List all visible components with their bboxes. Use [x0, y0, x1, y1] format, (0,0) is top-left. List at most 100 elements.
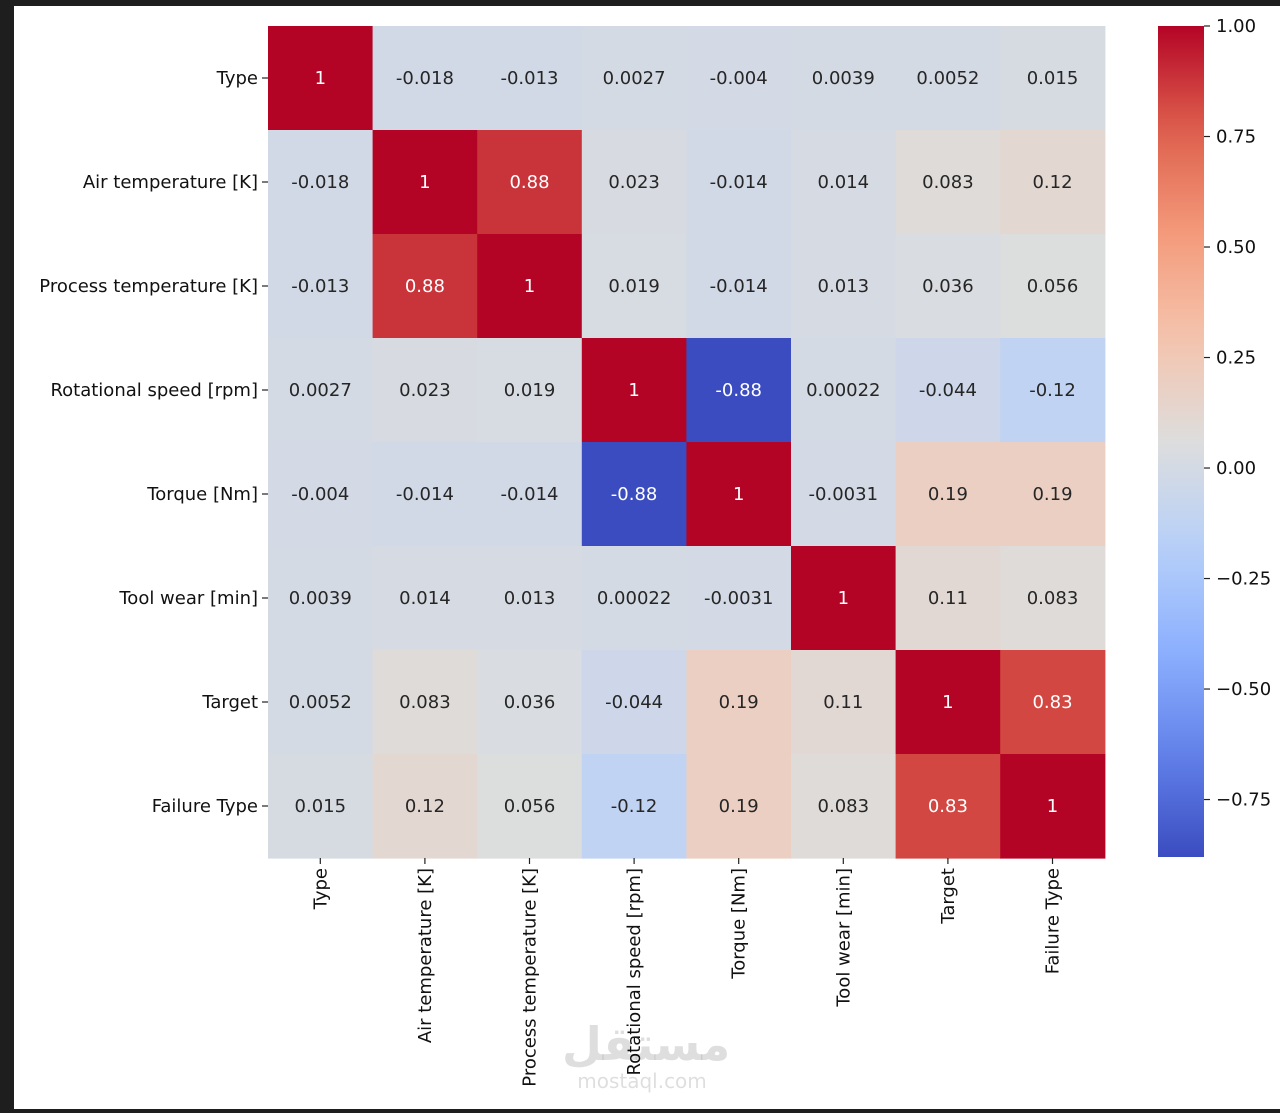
heatmap-cell — [791, 130, 897, 235]
cell-value-label: 0.0027 — [289, 380, 352, 401]
cell-value-label: 0.19 — [1032, 484, 1072, 505]
watermark-logo: مستقل mostaql.com — [562, 1017, 731, 1093]
heatmap-cell — [686, 754, 792, 859]
heatmap-cell — [268, 130, 374, 235]
cell-value-label: -0.018 — [396, 68, 454, 89]
y-tick-label: Process temperature [K] — [39, 276, 258, 297]
cell-value-label: -0.004 — [291, 484, 349, 505]
cell-value-label: 0.88 — [509, 172, 549, 193]
heatmap-cell — [268, 338, 374, 443]
cell-value-label: 1 — [838, 588, 849, 609]
x-tick-label: Torque [Nm] — [729, 868, 750, 980]
colorbar-tick-label: 0.75 — [1216, 127, 1256, 148]
heatmap-cell — [372, 26, 478, 131]
cell-value-label: 0.83 — [928, 796, 968, 817]
heatmap-cell — [477, 130, 583, 235]
heatmap-cell — [791, 650, 897, 755]
cell-value-label: 0.083 — [1027, 588, 1079, 609]
heatmap-cell — [1000, 442, 1106, 547]
heatmap-cell — [581, 26, 687, 131]
heatmap-cells — [268, 26, 1106, 859]
cell-value-label: -0.013 — [500, 68, 558, 89]
x-tick-label: Process temperature [K] — [520, 868, 541, 1087]
cell-value-label: 0.013 — [504, 588, 556, 609]
heatmap-cell — [268, 546, 374, 651]
colorbar: 1.00 0.75 0.50 0.25 0.00 −0.25 −0.50 −0.75 — [1158, 16, 1271, 857]
heatmap-cell — [477, 546, 583, 651]
cell-value-label: 0.12 — [405, 796, 445, 817]
y-tick-label: Rotational speed [rpm] — [50, 380, 258, 401]
heatmap-cell — [895, 26, 1001, 131]
y-tick-label: Air temperature [K] — [83, 172, 258, 193]
heatmap-cell — [791, 26, 897, 131]
heatmap-cell — [372, 442, 478, 547]
cell-value-label: 1 — [524, 276, 535, 297]
heatmap-cell — [895, 754, 1001, 859]
cell-value-label: 0.015 — [295, 796, 347, 817]
cell-value-label: 0.0052 — [289, 692, 352, 713]
y-axis: Type Air temperature [K] Process temperatu… — [39, 68, 268, 817]
cell-value-label: 0.083 — [818, 796, 870, 817]
heatmap-cell — [581, 650, 687, 755]
cell-value-label: 0.12 — [1032, 172, 1072, 193]
heatmap-cell — [581, 130, 687, 235]
cell-value-label: -0.88 — [715, 380, 762, 401]
heatmap-cell — [372, 130, 478, 235]
heatmap-cell — [686, 130, 792, 235]
cell-value-label: 0.11 — [823, 692, 863, 713]
heatmap-cell — [1000, 130, 1106, 235]
heatmap-cell — [477, 338, 583, 443]
colorbar-tick-label: 1.00 — [1216, 16, 1256, 37]
y-tick-label: Failure Type — [152, 796, 258, 817]
cell-value-label: 0.00022 — [806, 380, 880, 401]
x-tick-label: Type — [310, 868, 331, 910]
heatmap-cell — [686, 234, 792, 339]
cell-value-label: 0.0039 — [812, 68, 875, 89]
cell-value-label: -0.014 — [500, 484, 558, 505]
cell-value-label: 0.83 — [1032, 692, 1072, 713]
cell-value-label: -0.014 — [710, 276, 768, 297]
heatmap-cell — [895, 234, 1001, 339]
heatmap-cell — [1000, 754, 1106, 859]
heatmap-cell — [791, 442, 897, 547]
heatmap-cell — [895, 442, 1001, 547]
cell-value-label: 1 — [1047, 796, 1058, 817]
heatmap-cell — [268, 234, 374, 339]
cell-value-label: 0.014 — [399, 588, 451, 609]
heatmap-annotations: 1 -0.018 -0.013 0.0027 -0.004 0.0039 0.0052 0.0… — [289, 68, 1078, 817]
cell-value-label: 1 — [419, 172, 430, 193]
cell-value-label: 1 — [733, 484, 744, 505]
heatmap-cell — [372, 754, 478, 859]
heatmap-cell — [581, 338, 687, 443]
cell-value-label: 0.11 — [928, 588, 968, 609]
cell-value-label: 0.19 — [719, 692, 759, 713]
heatmap-cell — [686, 26, 792, 131]
cell-value-label: 1 — [315, 68, 326, 89]
heatmap-cell — [477, 754, 583, 859]
watermark-logo-text: مستقل — [562, 1017, 731, 1071]
cell-value-label: -0.018 — [291, 172, 349, 193]
x-tick-label: Air temperature [K] — [415, 868, 436, 1043]
plot-frame: 1 -0.018 -0.013 0.0027 -0.004 0.0039 0.0052 0.0… — [14, 6, 1280, 1109]
heatmap-cell — [791, 754, 897, 859]
cell-value-label: 0.056 — [1027, 276, 1079, 297]
watermark-site-text: mostaql.com — [577, 1069, 707, 1093]
heatmap-cell — [791, 234, 897, 339]
heatmap-cell — [372, 234, 478, 339]
heatmap-cell — [895, 338, 1001, 443]
cell-value-label: 0.88 — [405, 276, 445, 297]
heatmap-cell — [372, 338, 478, 443]
heatmap-cell — [895, 650, 1001, 755]
cell-value-label: 0.083 — [922, 172, 974, 193]
x-tick-label: Rotational speed [rpm] — [624, 868, 645, 1076]
heatmap-cell — [268, 754, 374, 859]
heatmap-cell — [581, 234, 687, 339]
cell-value-label: -0.12 — [611, 796, 658, 817]
heatmap-cell — [895, 130, 1001, 235]
cell-value-label: -0.044 — [919, 380, 977, 401]
correlation-heatmap: 1 -0.018 -0.013 0.0027 -0.004 0.0039 0.0052 0.0… — [39, 16, 1271, 1087]
cell-value-label: 0.023 — [608, 172, 660, 193]
heatmap-cell — [1000, 234, 1106, 339]
heatmap-cell — [268, 26, 374, 131]
cell-value-label: -0.014 — [710, 172, 768, 193]
